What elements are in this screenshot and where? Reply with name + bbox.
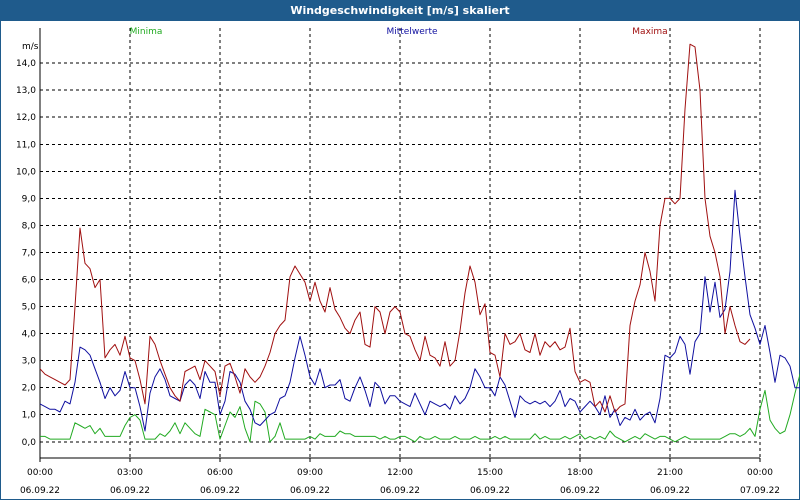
x-tick-time: 18:00 [567,468,593,478]
x-tick-time: 03:00 [117,468,143,478]
y-tick-label: 11,0 [16,140,36,150]
series-line-maxima [39,43,751,413]
y-tick-label: 0,0 [22,438,37,448]
window-title: Windgeschwindigkeit [m/s] skaliert [1,1,799,21]
y-tick-label: 1,0 [22,411,37,421]
y-axis-ticks: 0,0 1,0 2,0 3,0 4,0 5,0 6,0 7,0 8,0 9,0 10,0 11,0 12… [16,59,36,448]
x-tick-date: 06.09.22 [200,486,240,496]
series-line-mittelwerte [39,189,800,432]
x-tick-time: 06:00 [207,468,233,478]
x-tick-date: 06.09.22 [650,486,690,496]
x-tick-time: 12:00 [387,468,413,478]
legend-minima: Minima [130,27,163,37]
x-tick-date: 06.09.22 [110,486,150,496]
x-tick-date: 06.09.22 [290,486,330,496]
y-tick-label: 4,0 [22,330,37,340]
x-tick-time: 15:00 [477,468,503,478]
y-tick-label: 5,0 [22,303,37,313]
y-tick-label: 14,0 [16,59,36,69]
legend: Minima Mittelwerte Maxima [130,27,668,37]
x-tick-date: 06.09.22 [470,486,510,496]
y-tick-label: 6,0 [22,276,37,286]
legend-mittelwerte: Mittelwerte [386,27,437,37]
y-tick-label: 13,0 [16,86,36,96]
y-tick-label: 2,0 [22,384,37,394]
x-tick-date: 07.09.22 [740,486,780,496]
y-tick-label: 10,0 [16,167,36,177]
y-tick-label: 3,0 [22,357,37,367]
x-axis-ticks: 00:00 06.09.22 03:00 06.09.22 06:00 06.09.22 0… [20,458,780,496]
y-tick-label: 12,0 [16,113,36,123]
series-line-minima [40,373,800,443]
y-tick-label: 9,0 [22,194,37,204]
x-tick-date: 06.09.22 [380,486,420,496]
x-tick-date: 06.09.22 [560,486,600,496]
axes [39,28,760,459]
x-tick-time: 09:00 [297,468,323,478]
x-tick-time: 00:00 [27,468,53,478]
grid-lines [39,28,761,458]
x-tick-time: 21:00 [657,468,683,478]
y-tick-label: 7,0 [22,248,37,258]
legend-maxima: Maxima [632,27,667,37]
x-tick-date: 06.09.22 [20,486,60,496]
y-tick-label: 8,0 [22,221,37,231]
x-tick-time: 00:00 [747,468,773,478]
series-lines [39,43,800,443]
y-axis-label: m/s [22,42,39,52]
